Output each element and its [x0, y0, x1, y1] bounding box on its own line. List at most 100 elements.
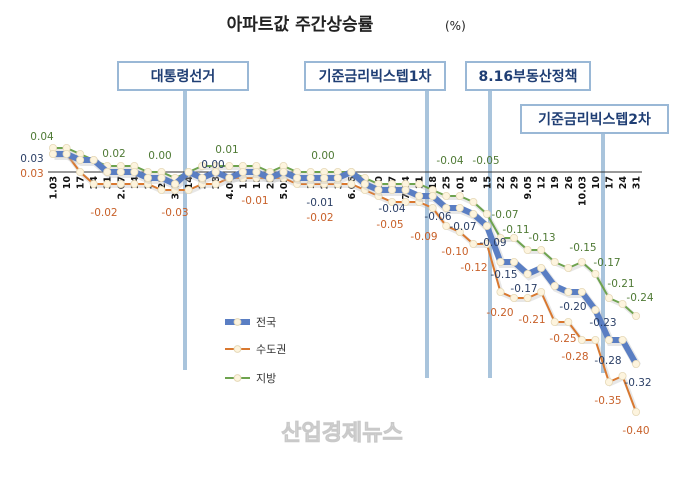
data-point	[89, 179, 98, 188]
data-label: -0.07	[491, 209, 518, 221]
data-label: -0.03	[161, 207, 188, 219]
data-point	[455, 227, 464, 236]
x-tick-label: 8.01	[455, 176, 466, 199]
x-tick-label: 18	[428, 176, 439, 190]
watermark: 산업경제뉴스	[281, 421, 402, 446]
data-label: -0.17	[510, 283, 537, 295]
data-label: -0.35	[594, 395, 621, 407]
data-point	[564, 287, 573, 296]
data-point	[225, 161, 234, 170]
data-point	[428, 191, 437, 200]
data-label: -0.02	[90, 207, 117, 219]
data-point	[265, 173, 274, 182]
legend-marker	[233, 374, 242, 382]
data-point	[415, 179, 424, 188]
x-tick-label: 12	[537, 176, 548, 189]
x-tick-label: 24	[618, 176, 629, 190]
data-point	[116, 179, 125, 188]
data-point	[523, 293, 532, 302]
data-label: -0.13	[528, 232, 555, 244]
legend-marker	[233, 318, 242, 326]
data-point	[537, 263, 546, 272]
data-label: -0.01	[241, 195, 268, 207]
data-point	[510, 293, 519, 302]
data-point	[604, 335, 613, 344]
data-point	[482, 221, 491, 230]
data-point	[618, 371, 627, 380]
data-point	[143, 173, 152, 182]
data-label: 0.02	[102, 148, 125, 160]
x-tick-label: 17	[604, 176, 615, 189]
data-point	[550, 257, 559, 266]
data-point	[469, 209, 478, 218]
annotation-box	[304, 61, 446, 91]
data-label: 0.00	[148, 150, 171, 162]
data-point	[347, 179, 356, 188]
data-label: -0.21	[607, 278, 634, 290]
data-point	[577, 335, 586, 344]
data-label: -0.25	[549, 333, 576, 345]
data-point	[618, 299, 627, 308]
data-point	[306, 173, 315, 182]
data-point	[591, 305, 600, 314]
data-label: -0.05	[472, 155, 499, 167]
data-label: 0.01	[215, 144, 238, 156]
data-point	[62, 149, 71, 158]
data-point	[604, 293, 613, 302]
data-label: -0.23	[589, 317, 616, 329]
data-point	[632, 311, 641, 320]
data-point	[442, 221, 451, 230]
annotation-label: 8.16부동산정책	[479, 68, 578, 85]
data-label: -0.15	[490, 269, 517, 281]
data-label: -0.20	[559, 301, 586, 313]
x-tick-label: 31	[632, 176, 643, 189]
data-point	[211, 167, 220, 176]
data-point	[632, 407, 641, 416]
data-point	[564, 263, 573, 272]
annotation-box	[117, 61, 249, 91]
data-point	[591, 335, 600, 344]
data-label: -0.12	[460, 262, 487, 274]
x-tick-label: 10.03	[577, 176, 588, 206]
data-point	[577, 287, 586, 296]
data-point	[604, 377, 613, 386]
data-label: -0.28	[594, 355, 621, 367]
data-label: -0.04	[436, 155, 463, 167]
data-point	[347, 167, 356, 176]
data-point	[523, 269, 532, 278]
data-label: -0.20	[486, 307, 513, 319]
data-point	[198, 173, 207, 182]
chart-unit: (%)	[445, 19, 466, 33]
legend-label: 지방	[256, 372, 276, 385]
data-label: -0.04	[378, 203, 405, 215]
data-point	[550, 317, 559, 326]
data-point	[496, 257, 505, 266]
legend-marker	[233, 345, 242, 353]
data-point	[279, 167, 288, 176]
legend-label: 전국	[256, 316, 276, 329]
data-point	[360, 179, 369, 188]
annotation-label: 대통령선거	[151, 69, 215, 85]
x-tick-label: 11	[238, 176, 249, 189]
data-label: -0.21	[518, 314, 545, 326]
data-point	[401, 197, 410, 206]
data-label: -0.09	[410, 231, 437, 243]
data-label: -0.15	[569, 242, 596, 254]
chart-title: 아파트값 주간상승률	[227, 15, 374, 35]
data-point	[198, 161, 207, 170]
data-point	[537, 287, 546, 296]
data-point	[618, 335, 627, 344]
data-point	[89, 155, 98, 164]
data-point	[496, 287, 505, 296]
x-tick-label: 18	[252, 176, 263, 190]
data-label: 0.03	[20, 168, 43, 180]
x-tick-label: 9.05	[523, 176, 534, 199]
data-point	[496, 233, 505, 242]
x-tick-label: 25	[442, 176, 453, 189]
annotation-label: 기준금리빅스텝1차	[319, 68, 432, 85]
data-point	[442, 191, 451, 200]
data-point	[293, 173, 302, 182]
data-label: -0.01	[306, 197, 333, 209]
data-point	[428, 203, 437, 212]
